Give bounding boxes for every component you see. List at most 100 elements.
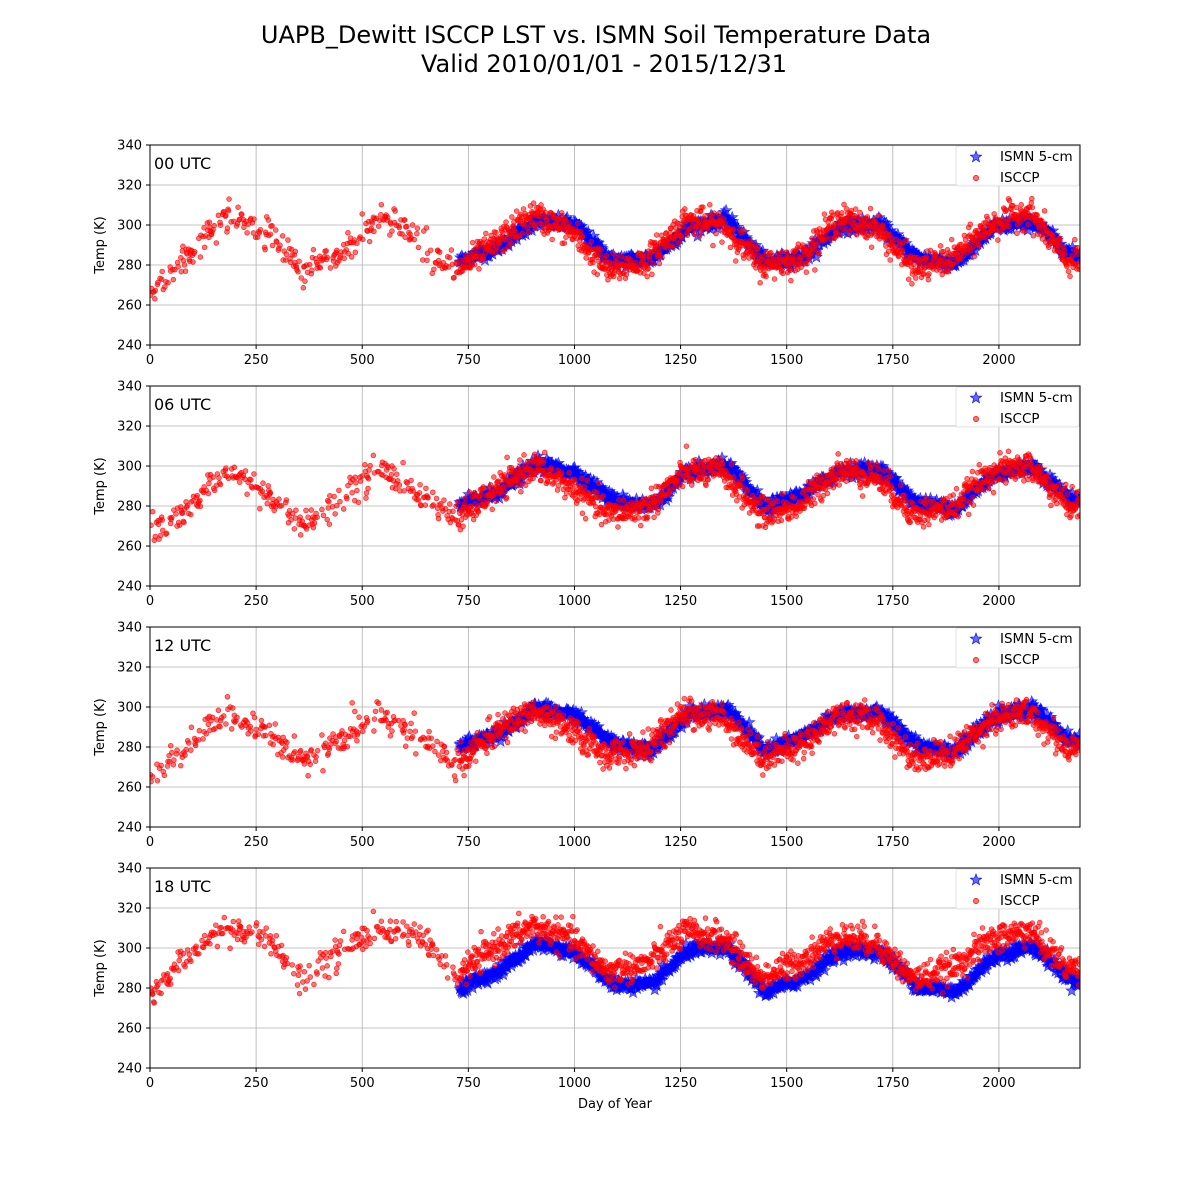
isccp-point — [774, 498, 781, 505]
isccp-point — [696, 218, 702, 225]
isccp-point — [341, 255, 347, 262]
panel-2: 0 250 500 750 1000 1250 1500 1750 20002402602803… — [93, 621, 1081, 850]
isccp-point — [843, 478, 849, 484]
isccp-point — [648, 485, 655, 492]
isccp-point — [594, 271, 601, 278]
panel-0: 0 250 500 750 1000 1250 1500 1750 20002402602803… — [93, 139, 1081, 368]
isccp-point — [997, 450, 1003, 456]
isccp-point — [422, 502, 429, 508]
isccp-point — [558, 210, 565, 216]
isccp-point — [656, 260, 663, 267]
isccp-point — [309, 267, 315, 274]
isccp-point — [603, 252, 610, 259]
isccp-point — [700, 204, 706, 210]
isccp-point — [231, 464, 238, 471]
isccp-point — [907, 519, 914, 525]
isccp-point — [359, 473, 365, 479]
isccp-point — [297, 532, 304, 538]
x-tick-label: 500 — [350, 353, 375, 368]
isccp-point — [577, 228, 584, 235]
isccp-point — [404, 480, 411, 486]
x-tick-label: 750 — [456, 353, 481, 368]
isccp-point — [197, 497, 203, 504]
y-tick-label: 300 — [117, 219, 142, 234]
isccp-point — [990, 489, 997, 496]
isccp-point — [859, 493, 866, 499]
isccp-point — [970, 502, 977, 508]
isccp-point — [181, 519, 187, 526]
y-axis-label: Temp (K) — [93, 457, 108, 515]
isccp-point — [561, 240, 568, 246]
isccp-point — [259, 488, 266, 495]
isccp-point — [1006, 223, 1012, 230]
legend-isccp-label: ISCCP — [1000, 170, 1040, 186]
isccp-point — [514, 477, 521, 484]
isccp-point — [853, 458, 859, 464]
isccp-point — [592, 503, 599, 510]
isccp-point — [378, 201, 385, 208]
isccp-point — [616, 275, 623, 282]
isccp-point — [831, 465, 837, 471]
isccp-point — [1075, 495, 1080, 502]
isccp-point — [538, 202, 544, 208]
isccp-point — [340, 506, 347, 512]
isccp-point — [852, 206, 859, 212]
isccp-point — [445, 264, 452, 270]
isccp-point — [489, 506, 495, 513]
isccp-point — [344, 495, 350, 502]
isccp-point — [655, 506, 662, 513]
isccp-point — [868, 244, 875, 250]
isccp-point — [223, 212, 229, 219]
isccp-point — [493, 229, 499, 236]
isccp-point — [508, 240, 515, 247]
isccp-point — [402, 234, 408, 241]
isccp-point — [857, 484, 864, 491]
isccp-point — [1026, 472, 1032, 479]
isccp-point — [447, 254, 453, 261]
isccp-point — [678, 235, 685, 241]
isccp-point — [651, 514, 657, 521]
isccp-point — [562, 494, 568, 501]
isccp-point — [194, 492, 200, 499]
isccp-point — [353, 480, 359, 486]
isccp-point — [475, 250, 481, 256]
isccp-point — [555, 482, 562, 489]
isccp-point — [357, 478, 364, 484]
isccp-point — [1013, 473, 1019, 480]
isccp-point — [925, 276, 932, 283]
isccp-point — [492, 249, 499, 256]
isccp-point — [462, 495, 468, 502]
isccp-point — [475, 509, 482, 515]
isccp-point — [248, 477, 254, 483]
isccp-point — [532, 225, 539, 231]
isccp-point — [302, 278, 308, 284]
isccp-point — [875, 466, 882, 472]
isccp-point — [417, 481, 423, 488]
isccp-point — [1074, 251, 1080, 257]
isccp-point — [783, 249, 790, 255]
isccp-point — [320, 512, 327, 519]
legend-box — [955, 386, 1080, 428]
isccp-point — [267, 231, 274, 237]
isccp-point — [911, 261, 917, 268]
isccp-point — [159, 527, 166, 534]
isccp-point — [283, 497, 290, 503]
isccp-point — [593, 490, 600, 496]
panel-1: 0 250 500 750 1000 1250 1500 1750 20002402602803… — [93, 380, 1081, 609]
isccp-point — [647, 256, 653, 263]
isccp-point — [503, 219, 509, 225]
isccp-point — [874, 221, 881, 228]
y-tick-label: 340 — [117, 380, 142, 395]
isccp-point — [797, 255, 804, 261]
isccp-point — [363, 490, 370, 496]
isccp-point — [345, 250, 352, 257]
isccp-point — [968, 485, 975, 491]
isccp-point — [399, 231, 405, 237]
isccp-point — [685, 469, 692, 476]
chart-title-line1: UAPB_Dewitt ISCCP LST vs. ISMN Soil Temp… — [261, 21, 931, 49]
isccp-point — [152, 533, 159, 540]
isccp-point — [985, 216, 991, 222]
isccp-point — [890, 492, 897, 498]
isccp-point — [217, 222, 224, 228]
